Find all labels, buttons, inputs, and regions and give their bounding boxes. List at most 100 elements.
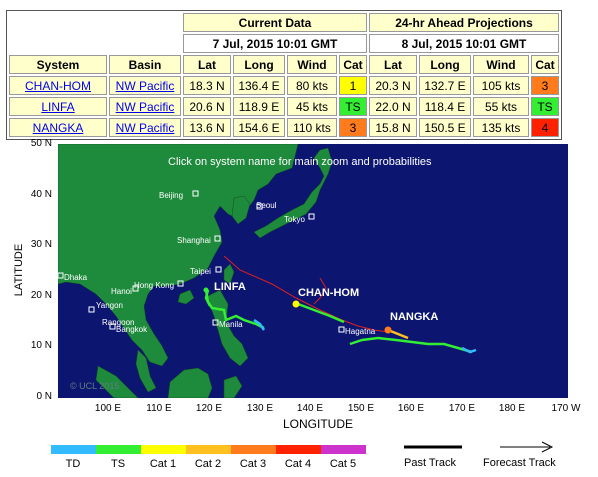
sulawesi-island bbox=[223, 375, 243, 398]
city-marker bbox=[214, 235, 221, 242]
forecast-track-label: Forecast Track bbox=[483, 457, 556, 469]
table-row: NANGKA NW Pacific 13.6 N 154.6 E 110 kts… bbox=[9, 118, 559, 137]
legend-label: TS bbox=[110, 458, 126, 470]
legend-label: TD bbox=[65, 458, 81, 470]
city-marker bbox=[58, 272, 64, 279]
borneo-island bbox=[167, 367, 213, 398]
storm-labels: LINFA CHAN-HOM NANGKA bbox=[214, 281, 438, 323]
proj-wind-cell: 55 kts bbox=[473, 97, 529, 116]
system-cell: NANGKA bbox=[9, 118, 107, 137]
proj-cat-cell: TS bbox=[531, 97, 559, 116]
storm-label-linfa: LINFA bbox=[214, 281, 246, 293]
system-link-chan-hom[interactable]: CHAN-HOM bbox=[25, 78, 91, 93]
col-lat: Lat bbox=[183, 55, 231, 74]
col-proj-wind: Wind bbox=[473, 55, 529, 74]
y-tick-label: 50 N bbox=[30, 138, 52, 149]
x-tick-label: 180 E bbox=[498, 403, 526, 414]
city-label: Tokyo bbox=[284, 215, 305, 224]
current-data-header: Current Data bbox=[183, 13, 367, 32]
city-label: Dhaka bbox=[64, 273, 88, 282]
city-marker bbox=[132, 285, 139, 292]
ahead-projections-header: 24-hr Ahead Projections bbox=[369, 13, 559, 32]
basin-cell: NW Pacific bbox=[109, 118, 181, 137]
proj-long-cell: 132.7 E bbox=[419, 76, 471, 95]
system-link-linfa[interactable]: LINFA bbox=[41, 99, 75, 114]
city-label: Shanghai bbox=[177, 236, 211, 245]
lat-cell: 13.6 N bbox=[183, 118, 231, 137]
x-tick-label: 110 E bbox=[146, 403, 172, 414]
track-legend-graphics bbox=[404, 441, 554, 453]
city-marker bbox=[308, 213, 315, 220]
table-row: LINFA NW Pacific 20.6 N 118.9 E 45 kts T… bbox=[9, 97, 559, 116]
proj-cat-cell: 4 bbox=[531, 118, 559, 137]
city-marker bbox=[256, 203, 263, 210]
nangka-position-marker bbox=[384, 326, 392, 334]
system-link-nangka[interactable]: NANGKA bbox=[32, 120, 84, 135]
storm-label-nangka: NANGKA bbox=[390, 311, 438, 323]
lat-cell: 20.6 N bbox=[183, 97, 231, 116]
proj-lat-cell: 20.3 N bbox=[369, 76, 417, 95]
city-marker bbox=[192, 190, 199, 197]
storm-track-map[interactable]: Beijing Seoul Tokyo Shanghai Taipei Hong… bbox=[58, 144, 568, 398]
wind-cell: 110 kts bbox=[287, 118, 337, 137]
y-tick-label: 20 N bbox=[30, 290, 52, 301]
storm-label-chan-hom: CHAN-HOM bbox=[298, 287, 359, 299]
long-cell: 136.4 E bbox=[233, 76, 285, 95]
city-label: Seoul bbox=[256, 201, 277, 210]
y-tick-label: 40 N bbox=[30, 189, 52, 200]
legend-swatch bbox=[321, 445, 366, 454]
basin-link[interactable]: NW Pacific bbox=[115, 99, 175, 114]
table-corner-blank bbox=[9, 13, 181, 32]
legend-label: Cat 5 bbox=[329, 458, 357, 470]
proj-wind-cell: 105 kts bbox=[473, 76, 529, 95]
mainland-asia bbox=[58, 144, 299, 367]
cat-cell: 1 bbox=[339, 76, 367, 95]
col-wind: Wind bbox=[287, 55, 337, 74]
linfa-green-coast bbox=[204, 289, 212, 307]
arrow-right-icon bbox=[541, 441, 554, 453]
x-axis-label: LONGITUDE bbox=[283, 417, 354, 431]
proj-lat-cell: 15.8 N bbox=[369, 118, 417, 137]
long-cell: 118.9 E bbox=[233, 97, 285, 116]
city-labels: Beijing Seoul Tokyo Shanghai Taipei Hong… bbox=[64, 191, 376, 336]
nangka-cat-segment bbox=[387, 328, 409, 340]
legend-swatch bbox=[51, 445, 96, 454]
proj-long-cell: 118.4 E bbox=[419, 97, 471, 116]
city-label: Rangoon bbox=[102, 318, 134, 327]
col-basin: Basin bbox=[109, 55, 181, 74]
city-marker bbox=[88, 306, 95, 313]
nangka-past-track bbox=[349, 336, 473, 354]
legend-swatch bbox=[231, 445, 276, 454]
city-marker bbox=[177, 280, 184, 287]
legend-label: Cat 4 bbox=[284, 458, 312, 470]
city-label: Hanoi bbox=[111, 287, 132, 296]
city-label: Taipei bbox=[190, 267, 211, 276]
city-label: Bangkok bbox=[116, 325, 148, 334]
col-proj-long: Long bbox=[419, 55, 471, 74]
system-cell: LINFA bbox=[9, 97, 107, 116]
city-marker bbox=[109, 323, 116, 330]
japan-islands bbox=[253, 147, 333, 239]
city-label: Hong Kong bbox=[134, 281, 174, 290]
y-tick-label: 10 N bbox=[30, 340, 52, 351]
y-axis-label: LATITUDE bbox=[13, 243, 25, 297]
city-label: Manila bbox=[219, 320, 243, 329]
proj-lat-cell: 22.0 N bbox=[369, 97, 417, 116]
korea-peninsula bbox=[231, 195, 251, 225]
city-markers bbox=[58, 190, 345, 333]
col-long: Long bbox=[233, 55, 285, 74]
lat-cell: 18.3 N bbox=[183, 76, 231, 95]
col-cat: Cat bbox=[339, 55, 367, 74]
basin-link[interactable]: NW Pacific bbox=[115, 120, 175, 135]
nangka-td-segment bbox=[461, 346, 477, 354]
linfa-td-segment bbox=[253, 318, 266, 331]
basin-link[interactable]: NW Pacific bbox=[115, 78, 175, 93]
map-instruction: Click on system name for main zoom and p… bbox=[168, 156, 432, 168]
city-marker bbox=[215, 266, 222, 273]
sumatra-island bbox=[95, 365, 139, 398]
city-marker bbox=[338, 326, 345, 333]
y-tick-label: 0 N bbox=[36, 391, 52, 402]
x-tick-label: 140 E bbox=[296, 403, 324, 414]
basin-cell: NW Pacific bbox=[109, 97, 181, 116]
city-marker bbox=[212, 319, 219, 326]
